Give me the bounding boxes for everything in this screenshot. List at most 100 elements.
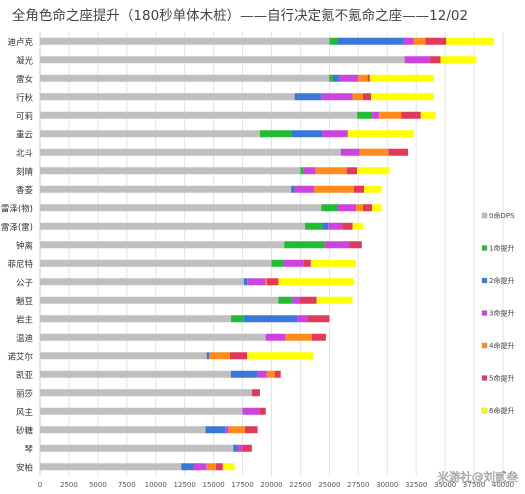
bar-segment: [237, 444, 243, 452]
bar-segment: [40, 444, 234, 452]
y-category-label: 行秋: [16, 92, 34, 103]
bar-segment: [352, 93, 363, 101]
bar-segment: [294, 185, 315, 193]
y-category-label: 凝光: [16, 55, 34, 66]
bar-segment: [259, 407, 266, 415]
bar-segment: [296, 315, 308, 323]
y-category-label: 凯亚: [16, 370, 34, 381]
y-category-label: 诺艾尔: [7, 351, 33, 362]
legend-label: 3命提升: [489, 309, 514, 318]
y-category-label: 香菱: [16, 185, 34, 196]
bar-segment: [233, 444, 238, 452]
bar-segment: [340, 148, 360, 156]
y-category-label: 重云: [16, 129, 34, 140]
bar-segment: [40, 74, 330, 82]
bar-segment: [329, 74, 333, 82]
legend-label: 0命DPS: [489, 211, 515, 220]
bar-segment: [342, 222, 353, 230]
bar-segment: [206, 463, 216, 471]
bar-segment: [225, 426, 229, 434]
bar-segment: [40, 167, 301, 175]
bar-segment: [40, 111, 358, 119]
x-tick-label: 40000: [492, 481, 514, 489]
bar-segment: [193, 463, 207, 471]
bar-segment: [303, 259, 311, 267]
bar-segment: [337, 37, 404, 45]
bar-segment: [40, 333, 266, 341]
y-category-label: 雷女: [16, 74, 34, 85]
bar-segment: [228, 426, 245, 434]
bar-segment: [40, 204, 322, 212]
x-tick-label: 20000: [260, 481, 282, 489]
bar-segment: [312, 333, 326, 341]
bar-segment: [362, 204, 373, 212]
bar-segment: [346, 167, 358, 175]
bar-segment: [352, 222, 363, 230]
x-tick-label: 30000: [376, 481, 398, 489]
bar-segment: [305, 222, 323, 230]
x-tick-label: 35000: [434, 481, 456, 489]
legend-swatch: [481, 310, 488, 316]
x-tick-label: 15000: [202, 481, 224, 489]
bar-segment: [40, 56, 405, 64]
legend: 0命DPS 1命提升 2命提升 3命提升 4命提升 5命提升 6命提升: [481, 211, 515, 415]
bar-segment: [372, 111, 380, 119]
bar-segment: [257, 370, 267, 378]
bar-segment: [181, 463, 194, 471]
y-category-label: 砂糖: [16, 425, 34, 436]
legend-swatch: [481, 245, 488, 251]
bar-segment: [283, 259, 304, 267]
bar-segment: [40, 352, 207, 360]
bar-segment: [40, 222, 306, 230]
bar-segment: [413, 37, 426, 45]
legend-label: 2命提升: [489, 276, 514, 285]
bar-segment: [403, 37, 414, 45]
bar-segment: [321, 93, 353, 101]
bar-segment: [265, 333, 286, 341]
bar-segment: [420, 111, 436, 119]
bar-segment: [379, 111, 402, 119]
legend-swatch: [481, 342, 488, 349]
bar-segment: [314, 185, 354, 193]
bar-segment: [40, 259, 272, 267]
bar-segment: [349, 241, 362, 249]
bar-segment: [446, 37, 494, 45]
legend-label: 1命提升: [489, 244, 514, 253]
bar-segment: [247, 278, 266, 286]
grid-layer: [39, 32, 504, 476]
y-category-label: 雷泽(物): [1, 203, 33, 214]
bar-segment: [285, 333, 313, 341]
bar-segment: [242, 444, 252, 452]
bar-segment: [307, 315, 330, 323]
bar-segment: [440, 56, 477, 64]
bar-segment: [357, 111, 373, 119]
x-tick-label: 0: [38, 481, 42, 489]
bar-segment: [322, 222, 329, 230]
x-tick-label: 17500: [231, 481, 253, 489]
bar-segment: [247, 352, 314, 360]
bar-segment: [284, 241, 325, 249]
x-axis-tick-labels: 0 2500 5000 7500 10000 12500 15000 17500 20000 22…: [38, 481, 514, 489]
bar-segment: [388, 148, 409, 156]
bar-segment: [243, 315, 297, 323]
bar-segment: [40, 296, 279, 304]
y-category-label: 公子: [16, 278, 34, 288]
bar-segment: [40, 278, 244, 286]
x-tick-label: 7500: [118, 481, 136, 489]
bar-segment: [40, 185, 292, 193]
y-category-label: 可莉: [16, 111, 33, 122]
bar-segment: [353, 185, 365, 193]
y-category-label: 雷泽(雷): [1, 223, 33, 233]
bar-segment: [266, 278, 279, 286]
bar-segment: [205, 426, 226, 434]
legend-label: 5命提升: [489, 374, 514, 383]
x-tick-label: 22500: [289, 481, 311, 489]
bar-segment: [206, 352, 209, 360]
bar-segment: [215, 463, 223, 471]
y-category-label: 菲尼特: [7, 259, 33, 270]
bar-segment: [40, 389, 252, 397]
bar-segment: [278, 278, 354, 286]
bar-segment: [294, 93, 322, 101]
bar-segment: [321, 204, 338, 212]
legend-label: 6命提升: [489, 406, 514, 415]
